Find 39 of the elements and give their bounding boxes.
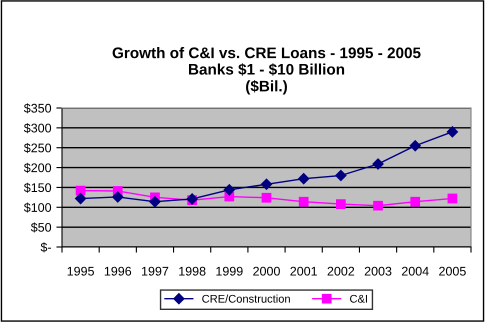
y-tick-label: $50 xyxy=(30,222,52,233)
point xyxy=(373,200,383,211)
y-tick-label: $350 xyxy=(24,103,52,114)
point xyxy=(446,126,458,138)
point xyxy=(298,173,310,184)
point xyxy=(298,196,309,207)
y-tick-label: $300 xyxy=(24,123,52,134)
y-tick-label: $150 xyxy=(24,182,52,193)
y-tick-label: $200 xyxy=(24,162,52,173)
point xyxy=(372,158,384,170)
point xyxy=(74,192,86,204)
point xyxy=(336,199,346,209)
point xyxy=(112,191,124,203)
point xyxy=(224,184,235,196)
y-tick-label: $100 xyxy=(24,202,52,213)
point xyxy=(335,170,346,182)
x-tick-label: 1997 xyxy=(142,266,168,276)
y-tick-label: $- xyxy=(40,242,52,252)
chart-title: Growth of C&I vs. CRE Loans - 1995 - 2005 Banks $1 - $10 Billion ($Bil.) xyxy=(112,47,421,95)
point xyxy=(448,194,458,204)
x-tick-label: 1995 xyxy=(68,266,94,276)
legend-label: C&I xyxy=(350,294,367,303)
x-tick-label: 1998 xyxy=(179,266,206,276)
point xyxy=(260,178,272,190)
x-tick-label: 2004 xyxy=(402,266,429,276)
x-tick-label: 2005 xyxy=(439,266,466,276)
x-tick-label: 2003 xyxy=(364,266,392,276)
x-tick-label: 2001 xyxy=(290,266,317,276)
point xyxy=(76,186,86,196)
x-tick-label: 1996 xyxy=(104,266,132,276)
point xyxy=(149,196,161,208)
point xyxy=(410,196,420,207)
point xyxy=(410,140,421,152)
x-tick-label: 1999 xyxy=(216,266,243,276)
y-tick-label: $250 xyxy=(24,142,52,154)
x-tick-label: 2002 xyxy=(328,266,354,276)
legend-label: CRE/Construction xyxy=(202,294,290,303)
x-tick-label: 2000 xyxy=(253,266,280,276)
point xyxy=(262,192,272,203)
